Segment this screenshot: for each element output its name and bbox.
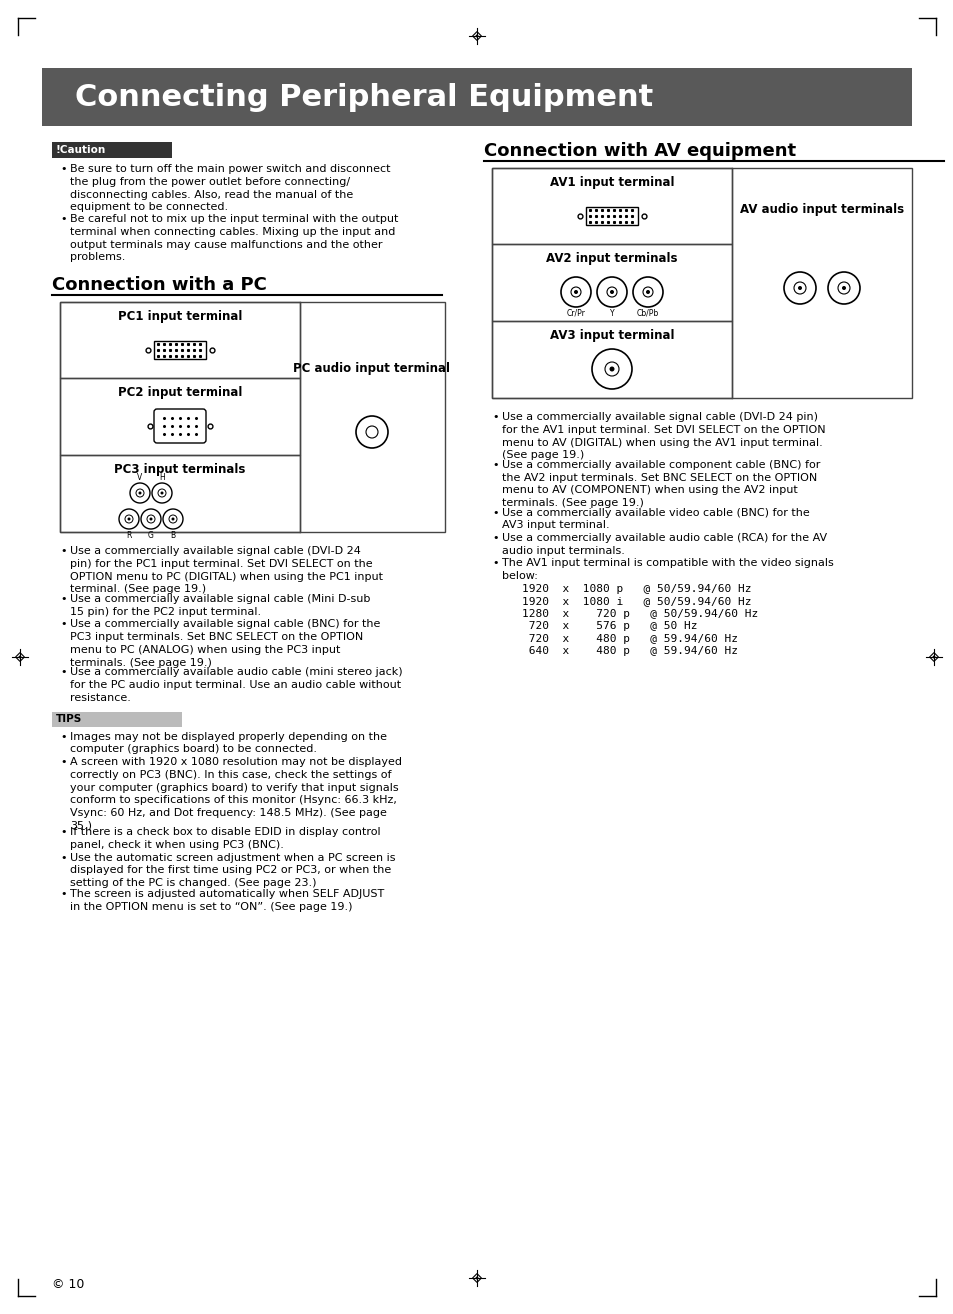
Circle shape xyxy=(609,367,614,372)
Circle shape xyxy=(932,656,935,658)
Bar xyxy=(52,712,182,727)
Circle shape xyxy=(160,491,163,494)
Text: A screen with 1920 x 1080 resolution may not be displayed
correctly on PC3 (BNC): A screen with 1920 x 1080 resolution may… xyxy=(70,757,401,830)
Text: G: G xyxy=(148,531,153,540)
Text: Cb/Pb: Cb/Pb xyxy=(637,309,659,318)
Text: 1920  x  1080 p   @ 50/59.94/60 Hz: 1920 x 1080 p @ 50/59.94/60 Hz xyxy=(521,583,751,594)
Text: •: • xyxy=(60,547,67,556)
Text: •: • xyxy=(60,853,67,862)
Bar xyxy=(492,168,911,398)
Text: PC2 input terminal: PC2 input terminal xyxy=(117,386,242,399)
Circle shape xyxy=(475,34,478,37)
Text: •: • xyxy=(492,413,498,422)
Text: H: H xyxy=(159,473,165,482)
Text: •: • xyxy=(60,668,67,677)
Text: Cr/Pr: Cr/Pr xyxy=(566,309,585,318)
Text: AV2 input terminals: AV2 input terminals xyxy=(546,252,677,265)
Text: Use a commercially available audio cable (RCA) for the AV
audio input terminals.: Use a commercially available audio cable… xyxy=(501,533,826,556)
Bar xyxy=(60,455,299,532)
Text: R: R xyxy=(126,531,132,540)
Text: © 10: © 10 xyxy=(52,1279,84,1292)
Text: PC3 input terminals: PC3 input terminals xyxy=(114,463,246,476)
Text: •: • xyxy=(60,732,67,741)
Circle shape xyxy=(797,286,801,290)
Circle shape xyxy=(609,290,614,294)
Text: The screen is adjusted automatically when SELF ADJUST
in the OPTION menu is set : The screen is adjusted automatically whe… xyxy=(70,890,384,912)
Text: V: V xyxy=(137,473,143,482)
Text: Use a commercially available signal cable (BNC) for the
PC3 input terminals. Set: Use a commercially available signal cabl… xyxy=(70,619,380,668)
Circle shape xyxy=(172,518,174,520)
Circle shape xyxy=(128,518,131,520)
Text: 640  x    480 p   @ 59.94/60 Hz: 640 x 480 p @ 59.94/60 Hz xyxy=(521,646,738,656)
Text: AV3 input terminal: AV3 input terminal xyxy=(549,328,674,342)
Text: PC audio input terminal: PC audio input terminal xyxy=(294,361,450,374)
Text: •: • xyxy=(492,507,498,518)
Text: Be careful not to mix up the input terminal with the output
terminal when connec: Be careful not to mix up the input termi… xyxy=(70,214,398,263)
Text: 1280  x    720 p   @ 50/59.94/60 Hz: 1280 x 720 p @ 50/59.94/60 Hz xyxy=(521,608,758,619)
Circle shape xyxy=(841,286,845,290)
Text: Connection with a PC: Connection with a PC xyxy=(52,276,267,294)
Bar xyxy=(60,378,299,455)
Text: Use a commercially available signal cable (DVI-D 24 pin)
for the AV1 input termi: Use a commercially available signal cabl… xyxy=(501,413,824,460)
Bar xyxy=(52,142,172,158)
Bar xyxy=(492,244,731,321)
Text: Use the automatic screen adjustment when a PC screen is
displayed for the first : Use the automatic screen adjustment when… xyxy=(70,853,395,888)
Text: AV audio input terminals: AV audio input terminals xyxy=(740,202,903,215)
Text: Be sure to turn off the main power switch and disconnect
the plug from the power: Be sure to turn off the main power switc… xyxy=(70,164,390,213)
Text: •: • xyxy=(60,828,67,837)
Text: •: • xyxy=(60,214,67,223)
Text: 720  x    480 p   @ 59.94/60 Hz: 720 x 480 p @ 59.94/60 Hz xyxy=(521,633,738,644)
Bar xyxy=(42,68,911,126)
Text: •: • xyxy=(492,460,498,470)
Text: Use a commercially available signal cable (Mini D-sub
15 pin) for the PC2 input : Use a commercially available signal cabl… xyxy=(70,594,370,616)
Text: Connection with AV equipment: Connection with AV equipment xyxy=(483,142,796,160)
Circle shape xyxy=(18,656,21,658)
Text: !Caution: !Caution xyxy=(56,145,106,155)
Text: •: • xyxy=(60,890,67,899)
Text: 1920  x  1080 i   @ 50/59.94/60 Hz: 1920 x 1080 i @ 50/59.94/60 Hz xyxy=(521,597,751,606)
Text: •: • xyxy=(60,757,67,767)
Text: The AV1 input terminal is compatible with the video signals
below:: The AV1 input terminal is compatible wit… xyxy=(501,558,833,581)
Text: TIPS: TIPS xyxy=(56,714,82,724)
Text: •: • xyxy=(60,594,67,604)
Text: B: B xyxy=(171,531,175,540)
Text: If there is a check box to disable EDID in display control
panel, check it when : If there is a check box to disable EDID … xyxy=(70,828,380,850)
Text: Use a commercially available audio cable (mini stereo jack)
for the PC audio inp: Use a commercially available audio cable… xyxy=(70,668,402,703)
Text: Use a commercially available signal cable (DVI-D 24
pin) for the PC1 input termi: Use a commercially available signal cabl… xyxy=(70,547,382,594)
Text: •: • xyxy=(60,164,67,173)
Bar xyxy=(492,168,731,244)
Text: Use a commercially available component cable (BNC) for
the AV2 input terminals. : Use a commercially available component c… xyxy=(501,460,820,509)
Text: AV1 input terminal: AV1 input terminal xyxy=(549,176,674,189)
FancyBboxPatch shape xyxy=(585,208,638,225)
Text: Connecting Peripheral Equipment: Connecting Peripheral Equipment xyxy=(75,83,653,112)
Circle shape xyxy=(574,290,578,294)
Text: •: • xyxy=(492,558,498,569)
Text: PC1 input terminal: PC1 input terminal xyxy=(117,310,242,323)
Text: •: • xyxy=(492,533,498,543)
Bar xyxy=(60,302,444,532)
FancyBboxPatch shape xyxy=(153,342,206,359)
Circle shape xyxy=(645,290,649,294)
Circle shape xyxy=(150,518,152,520)
FancyBboxPatch shape xyxy=(153,409,206,443)
Bar xyxy=(492,321,731,398)
Text: 720  x    576 p   @ 50 Hz: 720 x 576 p @ 50 Hz xyxy=(521,622,697,631)
Text: •: • xyxy=(60,619,67,629)
Text: Use a commercially available video cable (BNC) for the
AV3 input terminal.: Use a commercially available video cable… xyxy=(501,507,809,531)
Text: Images may not be displayed properly depending on the
computer (graphics board) : Images may not be displayed properly dep… xyxy=(70,732,387,754)
Text: Y: Y xyxy=(609,309,614,318)
Circle shape xyxy=(138,491,141,494)
Circle shape xyxy=(475,1277,478,1280)
Bar xyxy=(60,302,299,378)
